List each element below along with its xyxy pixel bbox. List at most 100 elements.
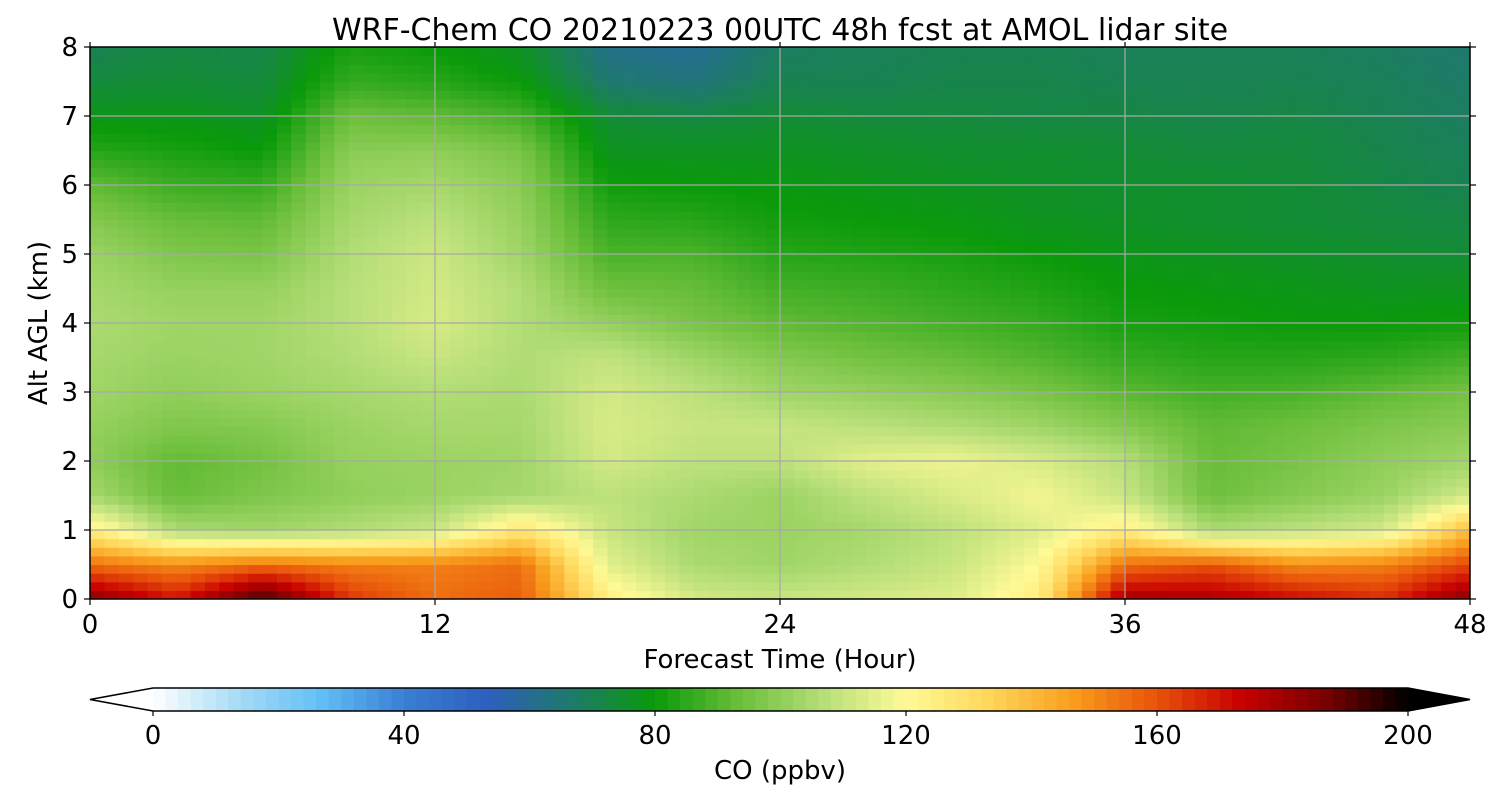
heat-cell <box>334 323 350 333</box>
heat-cell <box>1326 331 1342 341</box>
heat-cell <box>1038 461 1054 471</box>
heat-cell <box>1024 297 1040 307</box>
heat-cell <box>895 331 910 341</box>
heat-cell <box>104 193 120 203</box>
heat-cell <box>104 392 120 402</box>
heat-cell <box>147 383 163 393</box>
heat-cell <box>118 486 134 497</box>
heat-cell <box>636 417 652 428</box>
heat-cell <box>463 271 479 281</box>
heat-cell <box>176 193 192 203</box>
heat-cell <box>1326 392 1342 402</box>
heat-cell <box>1412 245 1428 255</box>
heat-cell <box>621 573 637 583</box>
heat-cell <box>1369 400 1385 410</box>
heat-cell <box>665 340 680 350</box>
heat-cell <box>233 323 249 333</box>
heat-cell <box>1254 581 1270 591</box>
heat-cell <box>305 400 321 410</box>
heat-cell <box>995 357 1011 367</box>
heat-cell <box>966 392 982 402</box>
heat-cell <box>895 461 910 471</box>
heat-cell <box>262 555 278 566</box>
heat-cell <box>334 254 350 264</box>
heat-cell <box>363 176 379 186</box>
heat-cell <box>1398 486 1414 497</box>
heat-cell <box>607 185 623 195</box>
heat-cell <box>578 504 594 514</box>
heat-cell <box>478 426 494 436</box>
heat-cell <box>1240 504 1255 514</box>
heat-cell <box>176 185 192 195</box>
heat-cell <box>1426 288 1442 298</box>
heat-cell <box>1010 245 1025 255</box>
heat-cell <box>1024 245 1040 255</box>
heat-cell <box>765 547 781 557</box>
heat-cell <box>708 185 724 195</box>
heat-cell <box>320 228 335 238</box>
heat-cell <box>550 392 565 402</box>
heat-cell <box>650 314 666 324</box>
heat-cell <box>118 469 134 479</box>
heat-cell <box>952 504 968 514</box>
heat-cell <box>1268 305 1284 315</box>
heat-cell <box>995 305 1011 315</box>
heat-cell <box>1038 219 1054 229</box>
heat-cell <box>808 555 824 566</box>
heat-cell <box>1455 547 1470 557</box>
heat-cell <box>1153 219 1169 229</box>
heat-cell <box>938 555 954 566</box>
heat-cell <box>233 245 249 255</box>
heat-cell <box>593 383 609 393</box>
heat-cell <box>837 279 853 290</box>
heat-cell <box>147 392 163 402</box>
heat-cell <box>521 469 537 479</box>
heat-cell <box>866 383 882 393</box>
heat-cell <box>1211 530 1227 540</box>
heat-cell <box>1254 210 1270 221</box>
heat-cell <box>578 210 594 221</box>
heat-cell <box>406 495 422 505</box>
heat-cell <box>938 219 954 229</box>
heat-cell <box>564 486 580 497</box>
heat-cell <box>1240 374 1255 384</box>
heat-cell <box>938 461 954 471</box>
heat-cell <box>147 185 163 195</box>
heat-cell <box>564 357 580 367</box>
heat-cell <box>722 245 738 255</box>
heat-cell <box>1355 435 1370 445</box>
heat-cell <box>1398 305 1414 315</box>
heat-cell <box>679 469 695 479</box>
heat-cell <box>1024 219 1040 229</box>
heat-cell <box>276 452 292 462</box>
heat-cell <box>1297 417 1313 428</box>
heat-cell <box>506 555 522 566</box>
heat-cell <box>1168 383 1184 393</box>
heat-cell <box>262 538 278 548</box>
heat-cell <box>276 417 292 428</box>
heat-cell <box>751 512 767 522</box>
heat-cell <box>995 538 1011 548</box>
heat-cell <box>837 348 853 359</box>
heat-cell <box>291 564 307 574</box>
heat-cell <box>506 426 522 436</box>
heat-cell <box>751 538 767 548</box>
heat-cell <box>923 400 939 410</box>
heat-cell <box>348 297 364 307</box>
heat-cell <box>161 530 177 540</box>
heat-cell <box>1441 417 1457 428</box>
heat-cell <box>1441 538 1457 548</box>
heat-cell <box>1283 417 1299 428</box>
heat-cell <box>995 486 1011 497</box>
heat-cell <box>147 409 163 419</box>
heat-cell <box>952 245 968 255</box>
heat-cell <box>1297 176 1313 186</box>
heat-cell <box>1110 547 1126 557</box>
heat-cell <box>190 366 206 376</box>
heat-cell <box>1254 366 1270 376</box>
heat-cell <box>205 435 220 445</box>
heat-cell <box>506 443 522 453</box>
heat-cell <box>1355 547 1370 557</box>
heat-cell <box>463 504 479 514</box>
heat-cell <box>693 581 709 591</box>
